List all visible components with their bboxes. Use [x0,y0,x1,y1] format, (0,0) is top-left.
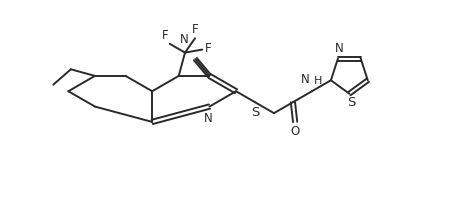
Text: F: F [204,42,211,55]
Text: S: S [348,96,356,109]
Text: H: H [314,76,322,86]
Text: O: O [291,125,300,138]
Text: N: N [204,112,212,125]
Text: S: S [251,106,260,119]
Text: N: N [301,73,310,86]
Text: N: N [180,33,189,46]
Text: F: F [192,23,198,36]
Text: F: F [162,29,168,42]
Text: N: N [335,42,343,55]
